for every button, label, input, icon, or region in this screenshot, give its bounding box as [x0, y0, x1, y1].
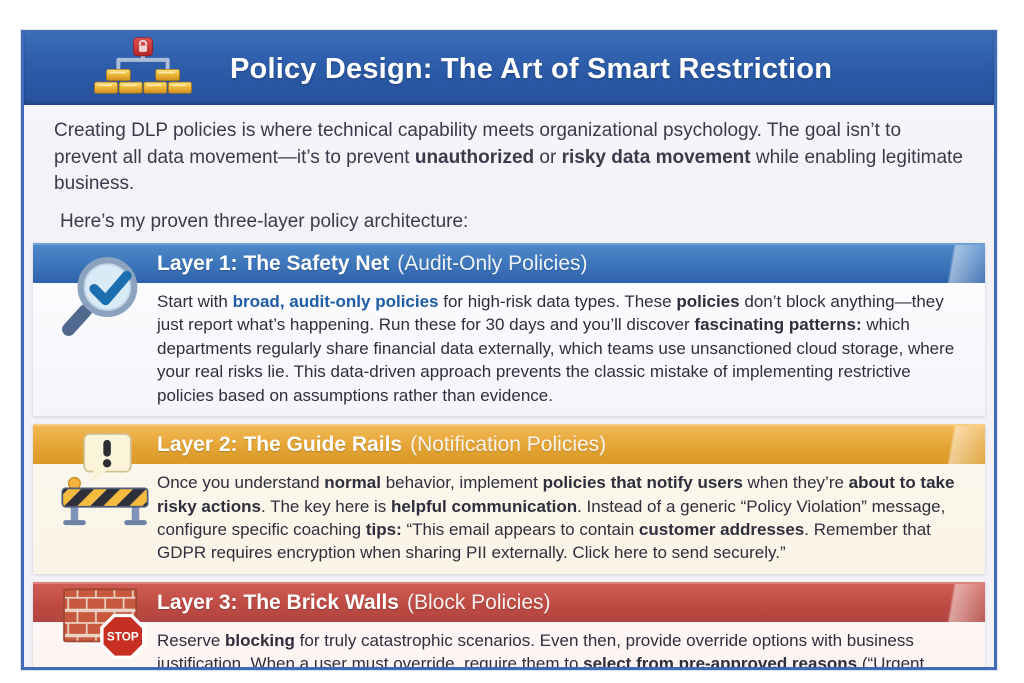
layer-1-subtitle: (Audit-Only Policies): [397, 251, 588, 275]
architecture-line: Here’s my proven three-layer policy arch…: [60, 210, 469, 232]
layer-3-title: Layer 3: The Brick Walls: [157, 590, 399, 614]
locked-gold-bars-icon: [84, 36, 202, 103]
layer-section-1: Layer 1: The Safety Net (Audit-Only Poli…: [33, 242, 985, 417]
app-header: Policy Design: The Art of Smart Restrict…: [24, 33, 994, 105]
layer-2-header: Layer 2: The Guide Rails (Notification P…: [33, 424, 985, 465]
layer-3-body-text: Reserve blocking for truly catastrophic …: [33, 621, 985, 667]
layer-1-body-text: Start with broad, audit-only policies fo…: [33, 282, 985, 417]
magnifier-check-icon: [59, 249, 147, 346]
page-title: Policy Design: The Art of Smart Restrict…: [230, 52, 833, 85]
layer-2-subtitle: (Notification Policies): [410, 433, 607, 457]
layer-section-2: Layer 2: The Guide Rails (Notification P…: [33, 424, 985, 574]
stop-sign-text: STOP: [107, 630, 139, 643]
intro-text: Creating DLP policies is where technical…: [24, 105, 994, 200]
warning-bubble-barrier-icon: [59, 426, 151, 539]
layer-2-title: Layer 2: The Guide Rails: [157, 433, 403, 457]
layer-1-title: Layer 1: The Safety Net: [157, 251, 390, 275]
layer-2-body-text: Once you understand normal behavior, imp…: [33, 464, 985, 574]
layer-1-header: Layer 1: The Safety Net (Audit-Only Poli…: [33, 242, 985, 283]
layer-section-3: STOP Layer 3: The Brick Walls (Block Pol…: [33, 581, 985, 667]
content-card: Policy Design: The Art of Smart Restrict…: [21, 30, 997, 670]
brick-wall-stop-icon: STOP: [59, 586, 153, 667]
layer-3-header: Layer 3: The Brick Walls (Block Policies…: [33, 581, 985, 622]
layer-3-subtitle: (Block Policies): [406, 590, 551, 614]
